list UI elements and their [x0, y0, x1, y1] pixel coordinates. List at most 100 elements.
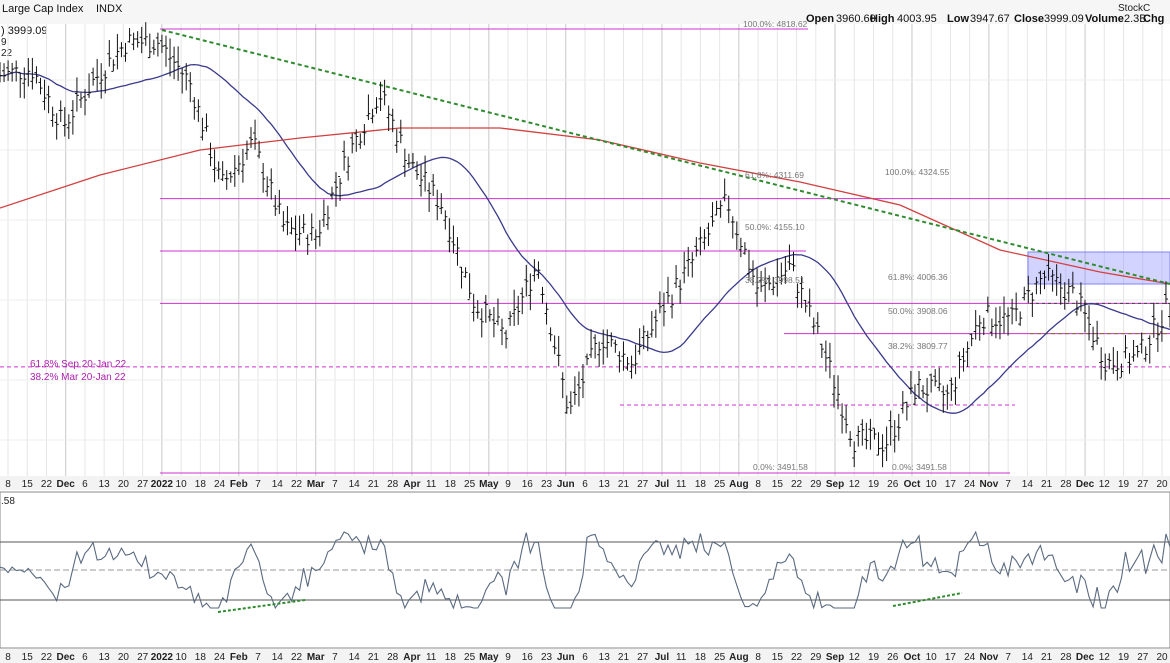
x-tick-label-lower: 14: [349, 652, 361, 663]
x-tick-label-lower: Jun: [557, 652, 575, 663]
x-tick-label-lower: 24: [214, 652, 226, 663]
x-tick-label: 12: [849, 479, 861, 490]
x-tick-label: 8: [755, 479, 761, 490]
x-tick-label: May: [479, 479, 499, 490]
fib-label: 50.0%: 3908.06: [888, 306, 948, 316]
x-tick-label: 25: [464, 479, 476, 490]
x-tick-label: 7: [255, 479, 261, 490]
x-tick-label-lower: 25: [464, 652, 476, 663]
x-tick-label: 21: [368, 479, 380, 490]
legend-ma-short: 9: [1, 37, 7, 48]
fib-label: 0.0%: 3491.58: [753, 462, 808, 472]
x-tick-label-lower: 24: [964, 652, 976, 663]
x-tick-label: 13: [599, 479, 611, 490]
x-tick-label: 10: [176, 479, 188, 490]
x-tick-label-lower: 12: [1099, 652, 1111, 663]
close-label: Close: [1014, 13, 1044, 25]
x-tick-label: 21: [1041, 479, 1053, 490]
x-tick-label: 26: [887, 479, 899, 490]
x-tick-label-lower: 7: [1005, 652, 1011, 663]
x-tick-label-lower: Feb: [230, 652, 248, 663]
open-label: Open: [806, 13, 834, 25]
x-tick-label: 27: [1137, 479, 1149, 490]
x-tick-label-lower: 8: [5, 652, 11, 663]
legend-ma-long: 22: [1, 48, 13, 59]
x-tick-label: 19: [868, 479, 880, 490]
x-tick-label: 22: [791, 479, 803, 490]
x-tick-label-lower: Aug: [729, 652, 748, 663]
x-tick-label: 18: [195, 479, 207, 490]
x-tick-label-lower: 15: [772, 652, 784, 663]
high-value: 4003.95: [897, 13, 937, 25]
low-value: 3947.67: [970, 13, 1010, 25]
x-tick-label: 13: [99, 479, 111, 490]
last-price-label: ) 3999.09: [1, 25, 47, 37]
x-tick-label-lower: Apr: [403, 652, 420, 663]
volume-label: Volume: [1085, 13, 1124, 25]
high-label: High: [870, 13, 895, 25]
x-tick-label: 9: [505, 479, 511, 490]
x-tick-label-lower: 26: [887, 652, 899, 663]
indicator-line: [0, 530, 1170, 610]
x-tick-label: 16: [522, 479, 534, 490]
x-tick-label: 7: [1005, 479, 1011, 490]
x-tick-label-lower: 21: [1041, 652, 1053, 663]
x-tick-label-lower: 19: [1118, 652, 1130, 663]
x-axis-band-lower: [0, 649, 1170, 663]
x-tick-label: 15: [22, 479, 34, 490]
x-tick-label-lower: May: [479, 652, 499, 663]
x-tick-label-lower: 22: [41, 652, 53, 663]
x-tick-label: 15: [772, 479, 784, 490]
x-tick-label-lower: 22: [791, 652, 803, 663]
x-tick-label: 19: [1118, 479, 1130, 490]
x-axis-lower: 8 15 22 Dec 6 13 20 27 2022 10 18 24 Feb 7 14 22 Mar 7 14 2…: [5, 652, 1168, 663]
fib-label: 100.0%: 4818.62: [743, 19, 808, 29]
ma-short-line: [0, 63, 1170, 414]
x-tick-label-lower: 18: [695, 652, 707, 663]
x-tick-label-lower: 15: [22, 652, 34, 663]
x-tick-label: 29: [810, 479, 822, 490]
x-tick-label: Sep: [826, 479, 844, 490]
x-tick-label-lower: 27: [137, 652, 149, 663]
grid: [0, 24, 1170, 648]
x-tick-label: 23: [541, 479, 553, 490]
x-tick-label-lower: 20: [1156, 652, 1168, 663]
x-tick-label-lower: 6: [582, 652, 588, 663]
x-tick-label-lower: 8: [755, 652, 761, 663]
divergence-line-2: [892, 592, 963, 607]
x-tick-label-lower: Dec: [57, 652, 76, 663]
x-tick-label: 14: [1022, 479, 1034, 490]
x-tick-label: 8: [5, 479, 11, 490]
x-tick-label-lower: 18: [445, 652, 457, 663]
fib-label: 61.8%: 4006.36: [888, 272, 948, 282]
x-tick-label-lower: 22: [291, 652, 303, 663]
x-tick-label-lower: 10: [926, 652, 938, 663]
volume-value: 2.3B: [1124, 13, 1147, 25]
x-tick-label: 14: [272, 479, 284, 490]
fib-label: 50.0%: 4155.10: [745, 222, 805, 232]
price-bars: [0, 22, 1170, 468]
x-tick-label-lower: 11: [426, 652, 437, 663]
x-tick-label: 14: [349, 479, 361, 490]
x-tick-label-lower: 7: [255, 652, 261, 663]
x-tick-label: 20: [1156, 479, 1168, 490]
x-tick-label: Mar: [307, 479, 325, 490]
x-tick-label: 17: [945, 479, 957, 490]
x-tick-label: 6: [82, 479, 88, 490]
x-tick-label-lower: 28: [387, 652, 399, 663]
x-tick-label: 12: [1099, 479, 1111, 490]
x-tick-label: 2022: [151, 479, 174, 490]
x-tick-label: 18: [445, 479, 457, 490]
x-tick-label: Jun: [557, 479, 575, 490]
fibonacci-labels: 100.0%: 4818.62 61.8%: 4311.69 50.0%: 4155…: [743, 19, 950, 472]
x-tick-label: 28: [1060, 479, 1072, 490]
header-bar: [0, 0, 1170, 24]
fib-label: 38.2%: 3998.51: [745, 275, 805, 285]
x-tick-label-lower: 16: [522, 652, 534, 663]
x-tick-label-lower: 11: [676, 652, 687, 663]
x-tick-label-lower: 10: [176, 652, 188, 663]
x-axis-upper: 8 15 22 Dec 6 13 20 27 2022 10 18 24 Feb 7 14 22 Mar 7 14 2…: [5, 479, 1168, 490]
x-tick-label-lower: 23: [541, 652, 553, 663]
indicator-layer: [0, 530, 1170, 613]
